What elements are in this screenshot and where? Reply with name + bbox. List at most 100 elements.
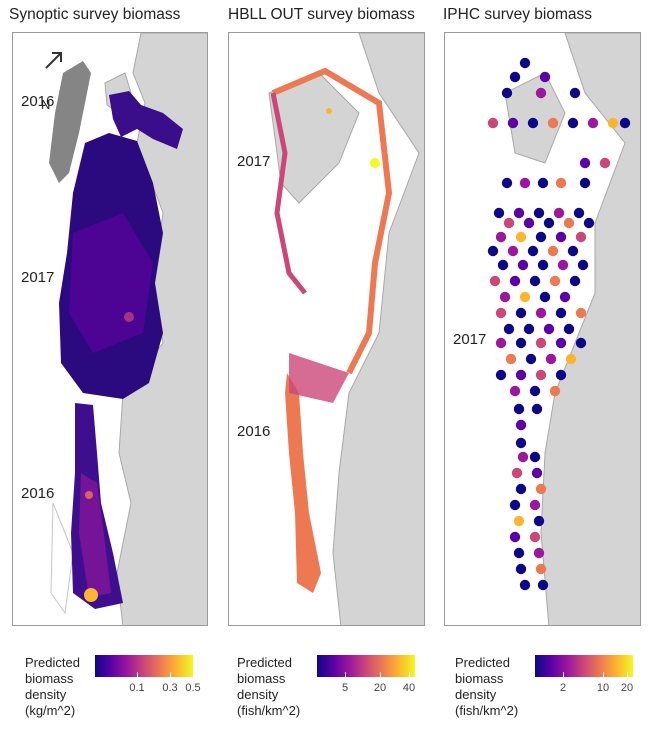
station-point <box>515 419 527 431</box>
station-point <box>569 87 581 99</box>
station-point <box>535 231 547 243</box>
synoptic-map <box>49 33 207 625</box>
station-point <box>579 177 591 189</box>
survey-band-south <box>285 373 321 593</box>
station-point <box>499 291 511 303</box>
hbll-map <box>268 33 424 625</box>
station-point <box>533 515 545 527</box>
station-point <box>501 177 513 189</box>
station-point <box>555 177 567 189</box>
station-point <box>567 117 579 129</box>
station-point <box>599 157 611 169</box>
station-point <box>519 579 531 591</box>
station-point <box>619 117 631 129</box>
land-mass <box>504 72 566 164</box>
station-point <box>563 323 575 335</box>
station-point <box>569 275 581 287</box>
station-point <box>515 231 527 243</box>
station-point <box>577 259 589 271</box>
station-point <box>509 385 521 397</box>
map-panel-hbll: 2017 2016 <box>228 32 425 626</box>
station-point <box>505 353 517 365</box>
station-point <box>529 385 541 397</box>
legend-title: Predicted biomass density (kg/m^2) <box>25 655 80 718</box>
station-point <box>519 291 531 303</box>
station-point <box>555 307 567 319</box>
legend-tick: 20 <box>620 682 634 694</box>
station-point <box>529 451 541 463</box>
station-point <box>515 483 527 495</box>
station-point <box>529 275 541 287</box>
station-point <box>531 403 543 415</box>
year-label: 2017 <box>237 153 271 170</box>
station-point <box>515 563 527 575</box>
legend-tick: 0.5 <box>185 682 201 694</box>
survey-grid-south-patch <box>79 473 111 597</box>
station-point <box>495 307 507 319</box>
station-point <box>515 337 527 349</box>
panel-title-synoptic: Synoptic survey biomass <box>9 6 181 23</box>
map-panel-synoptic: N 2016 2017 2016 <box>12 32 208 626</box>
station-point <box>531 467 543 479</box>
station-point <box>535 369 547 381</box>
station-point <box>515 437 527 449</box>
station-point <box>495 231 507 243</box>
station-point <box>549 275 561 287</box>
survey-ring-north <box>271 67 393 375</box>
station-point <box>523 323 535 335</box>
station-point <box>513 515 525 527</box>
station-point <box>565 353 577 365</box>
station-point <box>545 353 557 365</box>
station-point <box>537 259 549 271</box>
survey-grid-gray-2016 <box>49 61 91 183</box>
legend-tick: 40 <box>402 682 416 694</box>
station-point <box>523 217 535 229</box>
station-point <box>575 337 587 349</box>
station-point <box>517 451 529 463</box>
north-arrow-icon <box>45 52 62 69</box>
legend-title: Predicted biomass density (fish/km^2) <box>237 655 301 718</box>
station-point <box>519 57 531 69</box>
station-point <box>515 307 527 319</box>
year-label: 2016 <box>21 93 55 110</box>
station-point <box>573 207 585 219</box>
station-point <box>535 563 547 575</box>
island <box>50 502 74 615</box>
hotspot <box>370 158 380 168</box>
station-point <box>503 323 515 335</box>
legend-tick: 20 <box>373 682 387 694</box>
station-point <box>509 71 521 83</box>
year-label: 2016 <box>237 423 271 440</box>
iphc-map <box>487 33 640 625</box>
station-point <box>487 117 499 129</box>
station-point <box>547 117 559 129</box>
station-point <box>607 117 619 129</box>
station-point <box>519 177 531 189</box>
station-point <box>533 547 545 559</box>
station-point <box>557 259 569 271</box>
station-point <box>527 245 539 257</box>
station-point <box>513 403 525 415</box>
station-point <box>537 177 549 189</box>
station-point <box>509 275 521 287</box>
station-point <box>547 245 559 257</box>
station-point <box>487 245 499 257</box>
panel-title-iphc: IPHC survey biomass <box>443 6 593 23</box>
station-point <box>515 369 527 381</box>
legend-tick: 5 <box>341 682 349 694</box>
hotspot <box>85 491 93 499</box>
station-point <box>509 531 521 543</box>
station-point <box>537 579 549 591</box>
station-point <box>579 157 591 169</box>
station-point <box>495 369 507 381</box>
legend-tick: 2 <box>559 682 567 694</box>
station-point <box>587 117 599 129</box>
year-label: 2017 <box>453 331 487 348</box>
station-point <box>559 291 571 303</box>
station-point <box>501 87 513 99</box>
station-point <box>489 275 501 287</box>
station-point <box>575 307 587 319</box>
station-point <box>511 467 523 479</box>
station-point <box>517 259 529 271</box>
color-bar <box>535 655 633 677</box>
